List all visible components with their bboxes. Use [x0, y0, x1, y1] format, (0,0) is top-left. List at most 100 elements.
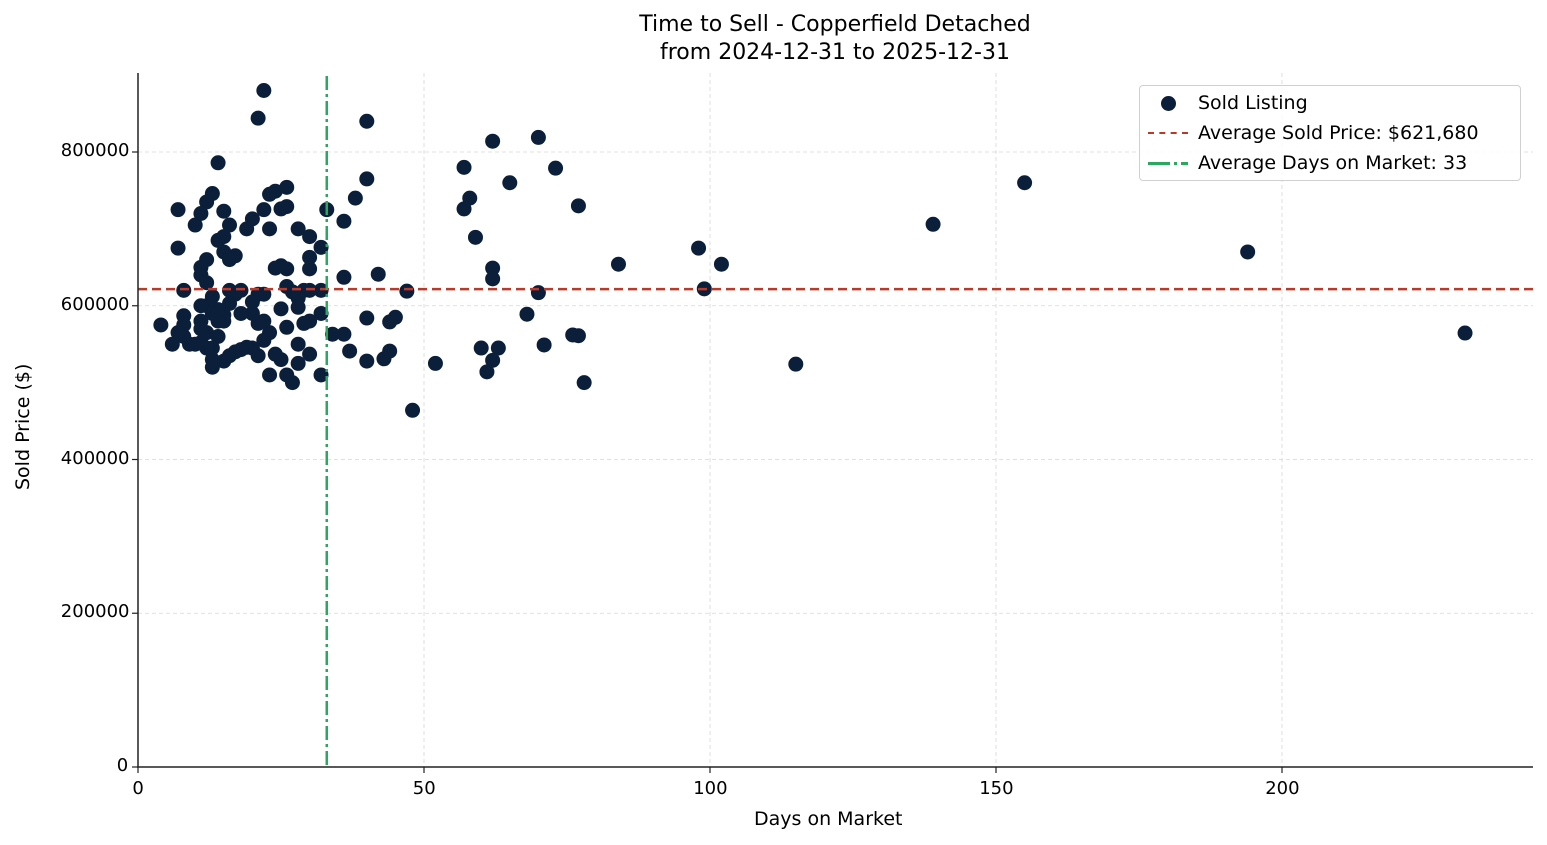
data-point [382, 314, 398, 330]
data-point [153, 317, 169, 333]
data-point [359, 171, 375, 187]
data-point [296, 315, 312, 331]
data-point [302, 249, 318, 265]
data-point [250, 110, 266, 126]
data-point [1457, 325, 1473, 341]
data-point [376, 351, 392, 367]
data-point [1240, 244, 1256, 260]
data-point [399, 283, 415, 299]
sold-listing-points [153, 83, 1473, 418]
data-point [342, 343, 358, 359]
data-point [324, 326, 340, 342]
data-point [256, 83, 272, 98]
y-tick-label: 800000 [60, 140, 130, 161]
data-point [262, 186, 278, 202]
x-axis-label: Days on Market [754, 808, 903, 830]
data-point [467, 229, 483, 245]
data-point [347, 190, 363, 206]
dashdot-line-icon [1148, 162, 1188, 165]
data-point [204, 359, 220, 375]
x-tick-label: 50 [412, 778, 436, 799]
data-point [485, 260, 501, 276]
legend-item-average-sold-price: Average Sold Price: $621,680 [1140, 119, 1479, 147]
x-tick-label: 100 [693, 778, 728, 799]
data-point [456, 201, 472, 217]
data-point [302, 229, 318, 245]
data-point [193, 321, 209, 337]
data-point [336, 213, 352, 229]
data-point [479, 364, 495, 380]
legend-label: Sold Listing [1198, 92, 1308, 114]
data-point [925, 216, 941, 232]
dashed-line-icon [1148, 132, 1188, 134]
data-point [610, 256, 626, 272]
data-point [279, 279, 295, 295]
data-point [256, 202, 272, 218]
data-point [187, 217, 203, 233]
data-point [279, 367, 295, 383]
y-tick-label: 400000 [60, 447, 130, 469]
axis-ticks [132, 151, 1283, 773]
data-point [216, 203, 232, 219]
data-point [210, 329, 226, 344]
data-point [222, 282, 238, 298]
data-point [290, 336, 306, 352]
legend-item-sold-listing: Sold Listing [1140, 89, 1308, 117]
data-point [490, 340, 506, 356]
data-point [405, 402, 421, 418]
data-point [1017, 175, 1033, 191]
y-tick-label: 0 [116, 755, 129, 776]
legend-item-average-days: Average Days on Market: 33 [1140, 149, 1467, 177]
data-point [244, 294, 260, 310]
y-tick-label: 600000 [60, 293, 130, 315]
chart-title-line1: Time to Sell - Copperfield Detached [639, 12, 1031, 37]
data-point [216, 353, 232, 369]
data-point [290, 355, 306, 371]
data-point [313, 367, 329, 383]
chart-subtitle: from 2024-12-31 to 2025-12-31 [660, 40, 1010, 65]
data-point [170, 325, 186, 341]
data-point [359, 310, 375, 326]
legend: Sold Listing Average Sold Price: $621,68… [1139, 85, 1521, 181]
y-axis-label: Sold Price ($) [12, 363, 34, 490]
data-point [370, 266, 386, 282]
data-point [256, 332, 272, 348]
data-point [199, 194, 215, 210]
data-point [336, 269, 352, 285]
y-tick-label: 200000 [60, 601, 130, 623]
data-point [536, 337, 552, 353]
data-point [530, 285, 546, 301]
data-point [267, 260, 283, 276]
data-point [193, 206, 209, 221]
data-point [530, 129, 546, 145]
data-point [565, 327, 581, 343]
x-tick-label: 200 [1265, 778, 1300, 799]
data-point [244, 305, 260, 321]
data-point [193, 267, 209, 283]
x-tick-label: 0 [132, 778, 144, 799]
data-point [570, 198, 586, 214]
data-point [239, 221, 255, 237]
data-point [210, 155, 226, 171]
data-point [313, 282, 329, 298]
data-point [290, 299, 306, 315]
data-point [302, 346, 318, 362]
data-point [222, 217, 238, 233]
data-point [302, 261, 318, 277]
data-point [267, 346, 283, 362]
data-point [473, 340, 489, 356]
data-point [502, 175, 518, 191]
data-point [273, 201, 289, 217]
marker-dot-icon [1161, 96, 1176, 111]
data-point [210, 232, 226, 248]
data-point [279, 179, 295, 195]
data-point [279, 319, 295, 335]
data-point [193, 298, 209, 314]
data-point [336, 326, 352, 342]
data-point [262, 367, 278, 383]
data-point [273, 301, 289, 317]
data-point [216, 244, 232, 260]
data-point [713, 256, 729, 272]
data-point [691, 240, 707, 256]
data-point [359, 353, 375, 369]
